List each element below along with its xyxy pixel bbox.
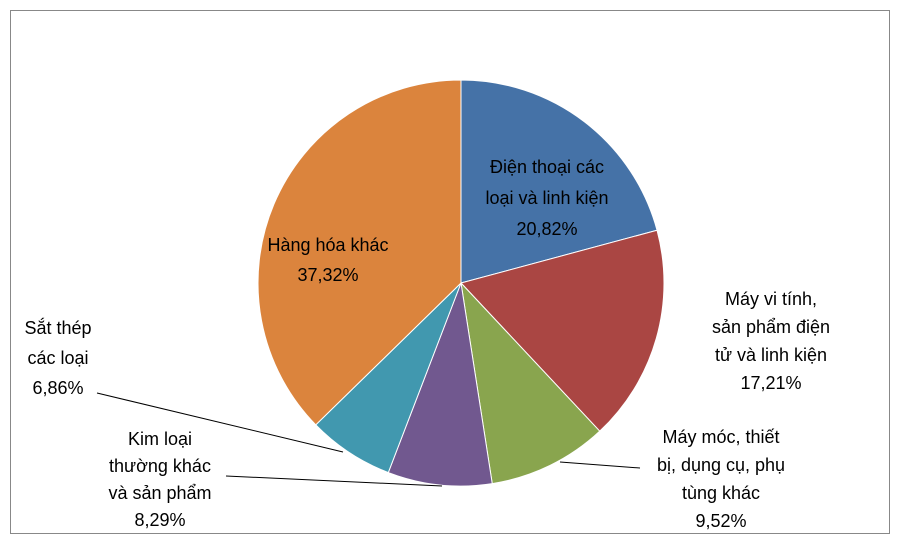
pie xyxy=(257,79,665,487)
slice-label: và sản phẩm xyxy=(108,483,211,503)
labels: Điện thoại các loại và linh kiện 20,82% Máy… xyxy=(24,157,830,531)
leader-line xyxy=(96,392,344,453)
slice-label: tử và linh kiện xyxy=(715,345,827,365)
value-label: 17,21% xyxy=(740,373,801,393)
slice-label: Hàng hóa khác xyxy=(267,235,388,255)
value-label: 8,29% xyxy=(134,510,185,530)
slice-label: các loại xyxy=(27,348,88,368)
slice-label: sản phẩm điện xyxy=(712,317,830,337)
slice xyxy=(460,79,658,284)
slice xyxy=(460,229,665,432)
slice-label: loại và linh kiện xyxy=(485,188,608,208)
slice-label: Kim loại xyxy=(128,429,192,449)
value-label: 6,86% xyxy=(32,378,83,398)
slice-label: Điện thoại các xyxy=(490,157,604,177)
slice-label: Máy móc, thiết xyxy=(662,427,779,447)
value-label: 20,82% xyxy=(516,219,577,239)
slice-label: thường khác xyxy=(109,456,211,476)
slice xyxy=(257,79,462,426)
slice-label: bị, dụng cụ, phụ xyxy=(657,455,785,475)
slice-label: tùng khác xyxy=(682,483,760,503)
value-label: 9,52% xyxy=(695,511,746,531)
slice xyxy=(460,281,601,485)
leader-line xyxy=(559,461,641,469)
leader-line xyxy=(225,475,443,487)
slice-label: Máy vi tính, xyxy=(725,289,817,309)
slice xyxy=(387,281,493,487)
value-label: 37,32% xyxy=(297,265,358,285)
slice-label: Sắt thép xyxy=(24,317,91,338)
